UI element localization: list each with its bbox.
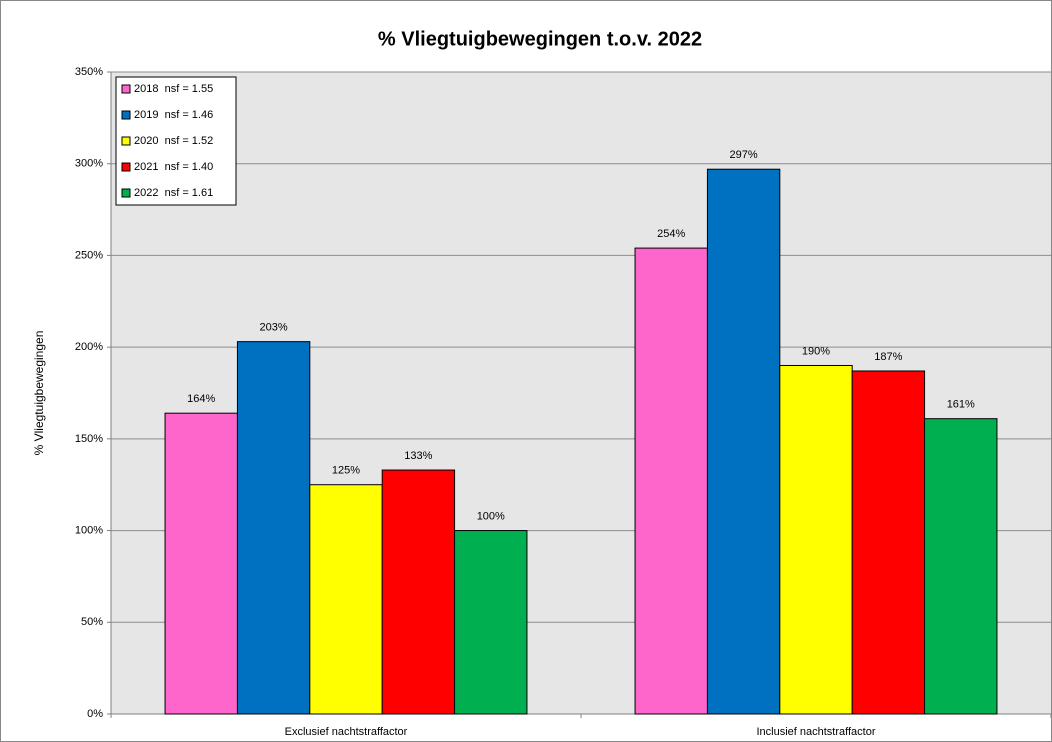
y-tick-label: 350% [75,66,103,78]
bar [164,412,238,715]
y-tick-label: 300% [75,158,103,170]
bar [851,370,926,715]
legend-box [115,76,237,206]
legend-label: 2018 nsf = 1.55 [134,83,213,95]
value-label: 203% [260,322,288,334]
legend-swatch [121,162,131,172]
bar [236,341,311,715]
value-label: 254% [657,228,685,240]
legend-label: 2022 nsf = 1.61 [134,187,213,199]
value-label: 164% [187,393,215,405]
y-axis-label: % Vliegtuigbewegingen [32,331,46,456]
y-tick-label: 100% [75,524,103,536]
value-label: 125% [332,465,360,477]
value-label: 133% [404,450,432,462]
value-label: 297% [730,149,758,161]
legend-swatch [121,110,131,120]
bar [309,484,383,715]
legend-swatch [121,84,131,94]
y-tick-label: 150% [75,433,103,445]
legend-label: 2019 nsf = 1.46 [134,109,213,121]
y-tick-label: 0% [87,708,103,720]
value-label: 187% [874,351,902,363]
legend-label: 2020 nsf = 1.52 [134,135,213,147]
bar [381,469,456,715]
legend-swatch [121,136,131,146]
x-tick-label: Exclusief nachtstraffactor [285,726,408,738]
bar [706,168,781,715]
x-tick-label: Inclusief nachtstraffactor [756,726,875,738]
legend-label: 2021 nsf = 1.40 [134,161,213,173]
bar [924,418,998,715]
value-label: 161% [947,399,975,411]
value-label: 100% [477,510,505,522]
bar [779,364,853,715]
bar [454,530,528,715]
y-tick-label: 50% [81,616,103,628]
legend-swatch [121,188,131,198]
bar [634,247,708,715]
y-tick-label: 250% [75,249,103,261]
y-tick-label: 200% [75,341,103,353]
value-label: 190% [802,345,830,357]
chart-title: % Vliegtuigbewegingen t.o.v. 2022 [378,28,702,50]
